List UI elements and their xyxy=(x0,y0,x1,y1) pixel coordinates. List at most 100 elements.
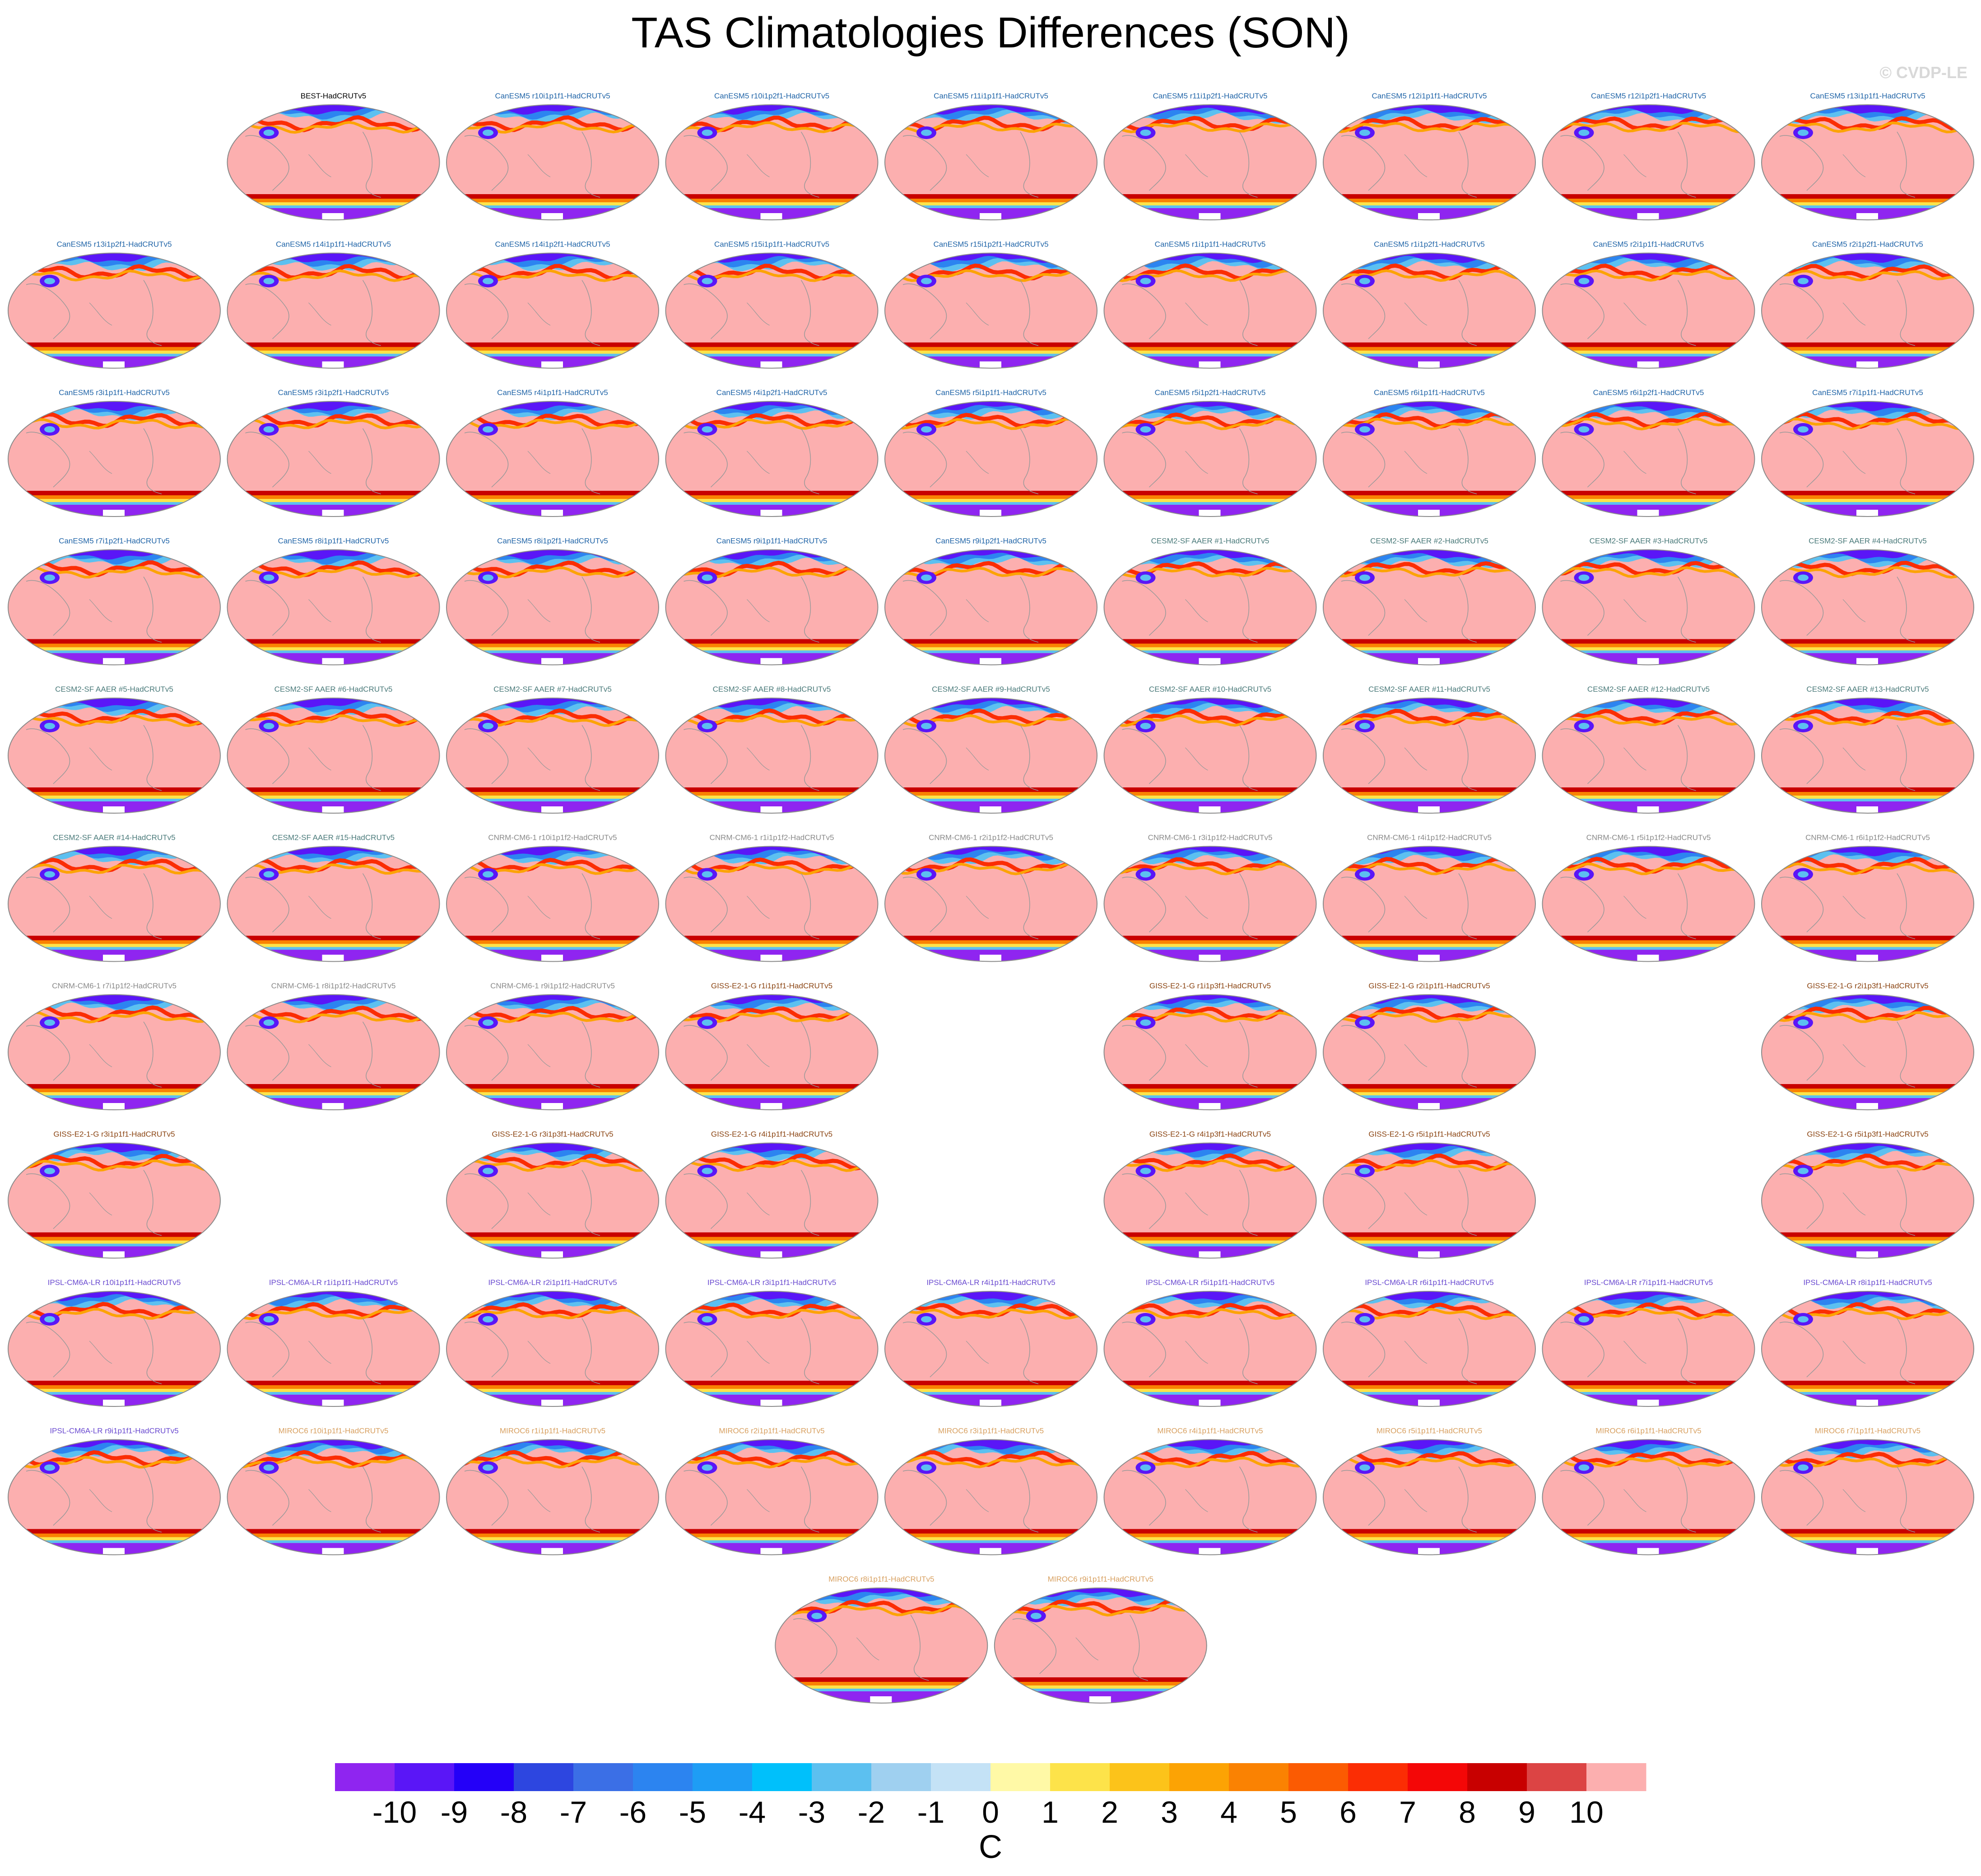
map-body xyxy=(446,995,659,1110)
panel-title: CESM2-SF AAER #2-HadCRUTv5 xyxy=(1370,537,1488,545)
panel-title: CESM2-SF AAER #11-HadCRUTv5 xyxy=(1368,685,1490,694)
panel-title: CNRM-CM6-1 r5i1p1f2-HadCRUTv5 xyxy=(1586,833,1711,842)
map-body xyxy=(446,105,659,220)
map-outline xyxy=(1323,1439,1536,1555)
map-outline xyxy=(8,698,221,814)
map-outline xyxy=(446,401,659,517)
panel-title: CanESM5 r2i1p1f1-HadCRUTv5 xyxy=(1593,240,1704,249)
panel-title: IPSL-CM6A-LR r7i1p1f1-HadCRUTv5 xyxy=(1584,1278,1713,1287)
panel-title: CanESM5 r7i1p1f1-HadCRUTv5 xyxy=(1812,388,1923,397)
panel-title: CanESM5 r10i1p1f1-HadCRUTv5 xyxy=(495,92,610,100)
colorbar-swatch xyxy=(454,1763,514,1791)
map-panel: IPSL-CM6A-LR r8i1p1f1-HadCRUTv5 xyxy=(1761,1278,1974,1407)
colorbar-swatch xyxy=(395,1763,455,1791)
colorbar-swatch xyxy=(335,1763,395,1791)
panel-title: CESM2-SF AAER #13-HadCRUTv5 xyxy=(1806,685,1929,694)
map-outline xyxy=(227,846,440,962)
map-outline xyxy=(8,549,221,666)
map-outline xyxy=(1103,104,1317,220)
panel-title: IPSL-CM6A-LR r4i1p1f1-HadCRUTv5 xyxy=(926,1278,1055,1287)
map-outline xyxy=(8,1291,221,1407)
map-panel: CanESM5 r10i1p1f1-HadCRUTv5 xyxy=(446,92,659,220)
map-outline xyxy=(1103,994,1317,1110)
map-panel: CanESM5 r6i1p2f1-HadCRUTv5 xyxy=(1542,388,1755,517)
map-outline xyxy=(227,1291,440,1407)
map-body xyxy=(446,1291,659,1406)
panel-title: CanESM5 r1i1p2f1-HadCRUTv5 xyxy=(1374,240,1485,249)
map-outline xyxy=(227,104,440,220)
map-body xyxy=(1542,401,1755,517)
panel-title: CNRM-CM6-1 r1i1p1f2-HadCRUTv5 xyxy=(710,833,834,842)
map-outline xyxy=(665,846,879,962)
panel-title: MIROC6 r4i1p1f1-HadCRUTv5 xyxy=(1157,1427,1263,1435)
map-outline xyxy=(1103,1291,1317,1407)
panel-title: CESM2-SF AAER #6-HadCRUTv5 xyxy=(274,685,393,694)
colorbar-tick-label: 2 xyxy=(1101,1795,1118,1829)
map-outline xyxy=(775,1587,988,1704)
panel-title: CanESM5 r3i1p2f1-HadCRUTv5 xyxy=(278,388,389,397)
map-body xyxy=(1323,995,1535,1110)
colorbar-swatch xyxy=(1408,1763,1468,1791)
map-outline xyxy=(227,1439,440,1555)
colorbar-tick-label: -5 xyxy=(679,1795,706,1829)
panel-title: IPSL-CM6A-LR r6i1p1f1-HadCRUTv5 xyxy=(1365,1278,1493,1287)
map-outline xyxy=(1323,698,1536,814)
panel-title: GISS-E2-1-G r3i1p3f1-HadCRUTv5 xyxy=(492,1130,613,1139)
map-outline xyxy=(446,1291,659,1407)
panel-title: MIROC6 r8i1p1f1-HadCRUTv5 xyxy=(828,1575,934,1583)
colorbar-tick-label: -8 xyxy=(500,1795,527,1829)
colorbar-swatch xyxy=(1586,1763,1646,1791)
map-outline xyxy=(1103,1142,1317,1259)
map-panel: GISS-E2-1-G r2i1p1f1-HadCRUTv5 xyxy=(1323,982,1536,1110)
colorbar-swatch xyxy=(1229,1763,1289,1791)
map-panel: CanESM5 r13i1p2f1-HadCRUTv5 xyxy=(8,240,221,369)
map-outline xyxy=(1103,846,1317,962)
colorbar-swatch xyxy=(693,1763,753,1791)
map-outline xyxy=(1323,549,1536,666)
colorbar-swatch xyxy=(1169,1763,1229,1791)
map-outline xyxy=(1323,401,1536,517)
map-outline xyxy=(665,1439,879,1555)
panel-title: CESM2-SF AAER #1-HadCRUTv5 xyxy=(1151,537,1270,545)
panel-title: GISS-E2-1-G r2i1p3f1-HadCRUTv5 xyxy=(1807,982,1928,990)
map-panel: IPSL-CM6A-LR r5i1p1f1-HadCRUTv5 xyxy=(1103,1278,1317,1407)
map-outline xyxy=(1761,1439,1974,1555)
map-outline xyxy=(1761,846,1974,962)
map-panel: CESM2-SF AAER #4-HadCRUTv5 xyxy=(1761,537,1974,666)
map-outline xyxy=(227,698,440,814)
map-panel: CanESM5 r4i1p2f1-HadCRUTv5 xyxy=(665,388,879,517)
panel-title: CanESM5 r6i1p2f1-HadCRUTv5 xyxy=(1593,388,1704,397)
panel-title: GISS-E2-1-G r5i1p1f1-HadCRUTv5 xyxy=(1368,1130,1490,1139)
colorbar-units-label: C xyxy=(979,1829,1002,1865)
panel-title: MIROC6 r3i1p1f1-HadCRUTv5 xyxy=(938,1427,1044,1435)
map-panel: MIROC6 r2i1p1f1-HadCRUTv5 xyxy=(665,1427,879,1555)
panel-title: GISS-E2-1-G r1i1p3f1-HadCRUTv5 xyxy=(1149,982,1271,990)
map-panel: CanESM5 r12i1p2f1-HadCRUTv5 xyxy=(1542,92,1755,220)
colorbar-tick-label: 7 xyxy=(1399,1795,1416,1829)
panel-title: CanESM5 r4i1p1f1-HadCRUTv5 xyxy=(497,388,608,397)
panel-title: IPSL-CM6A-LR r10i1p1f1-HadCRUTv5 xyxy=(48,1278,181,1287)
figure-title: TAS Climatologies Differences (SON) xyxy=(631,9,1350,57)
map-outline xyxy=(8,994,221,1110)
panel-title: CNRM-CM6-1 r7i1p1f2-HadCRUTv5 xyxy=(52,982,177,990)
map-outline xyxy=(1323,1291,1536,1407)
map-outline xyxy=(884,1291,1097,1407)
map-outline xyxy=(1103,549,1317,666)
map-outline xyxy=(1761,698,1974,814)
map-outline xyxy=(227,252,440,369)
panel-title: CanESM5 r10i1p2f1-HadCRUTv5 xyxy=(714,92,829,100)
map-outline xyxy=(446,1142,659,1259)
map-body xyxy=(1542,105,1755,220)
map-outline xyxy=(1761,994,1974,1110)
map-outline xyxy=(884,846,1097,962)
panel-title: MIROC6 r7i1p1f1-HadCRUTv5 xyxy=(1815,1427,1921,1435)
colorbar-tick-label: -3 xyxy=(798,1795,825,1829)
map-outline xyxy=(446,252,659,369)
colorbar-tick-label: 5 xyxy=(1280,1795,1297,1829)
map-outline xyxy=(8,252,221,369)
map-panel: CanESM5 r7i1p1f1-HadCRUTv5 xyxy=(1761,388,1974,517)
map-outline xyxy=(446,846,659,962)
colorbar-swatch xyxy=(1110,1763,1170,1791)
map-body xyxy=(1104,1291,1316,1406)
